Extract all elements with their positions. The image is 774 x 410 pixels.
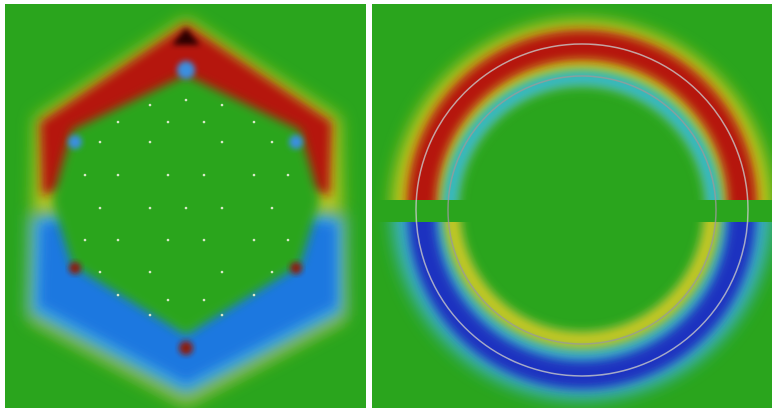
blob	[68, 135, 82, 149]
right-field	[372, 4, 772, 408]
left-field	[5, 4, 366, 408]
blob	[179, 341, 193, 355]
simulation-view	[0, 0, 774, 410]
blob	[69, 262, 81, 274]
blob	[289, 135, 303, 149]
divider	[367, 0, 371, 410]
blob	[290, 262, 302, 274]
blob	[177, 61, 195, 79]
